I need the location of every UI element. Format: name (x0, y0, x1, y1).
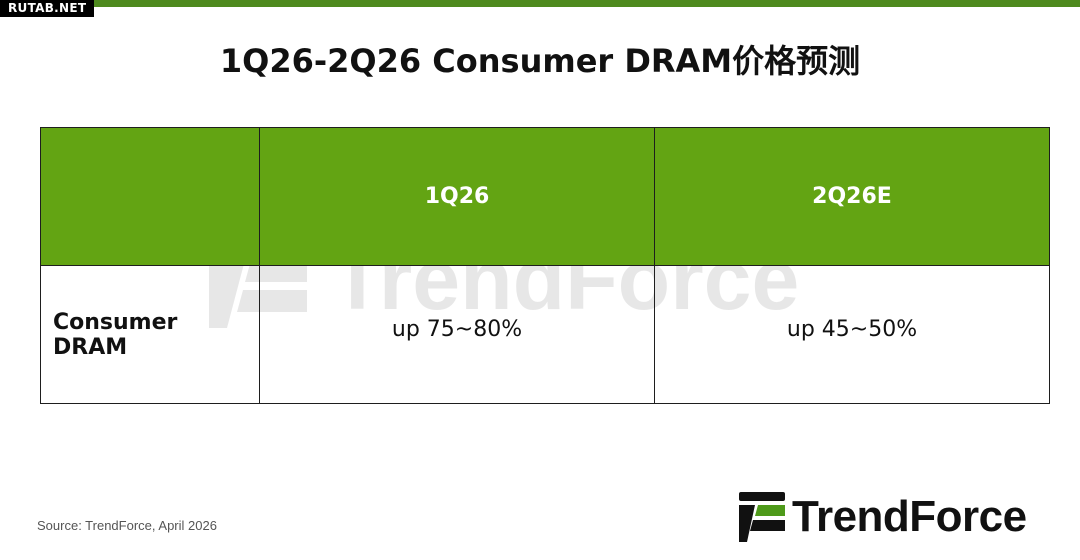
site-badge[interactable]: RUTAB.NET (0, 0, 95, 17)
forecast-table: 1Q26 2Q26E Consumer DRAM up 75~80% up 45… (40, 127, 1050, 404)
header-empty-cell (40, 127, 260, 266)
table-row: Consumer DRAM up 75~80% up 45~50% (40, 265, 1050, 404)
logo-text: TrendForce (792, 492, 1027, 541)
trendforce-logo-icon (739, 492, 785, 542)
row-label-cell: Consumer DRAM (40, 265, 260, 404)
trendforce-logo: TrendForce (737, 490, 1057, 544)
source-note: Source: TrendForce, April 2026 (37, 518, 217, 533)
value-1q26: up 75~80% (391, 317, 523, 342)
table-header-row: 1Q26 2Q26E (40, 127, 1050, 266)
row-label: Consumer DRAM (53, 309, 178, 360)
top-accent-bar (0, 0, 1080, 7)
value-2q26e: up 45~50% (786, 317, 918, 342)
header-2q26e: 2Q26E (654, 127, 1050, 266)
page-title: 1Q26-2Q26 Consumer DRAM价格预测 (219, 42, 861, 80)
header-1q26: 1Q26 (259, 127, 655, 266)
value-2q26e-cell: up 45~50% (654, 265, 1050, 404)
value-1q26-cell: up 75~80% (259, 265, 655, 404)
